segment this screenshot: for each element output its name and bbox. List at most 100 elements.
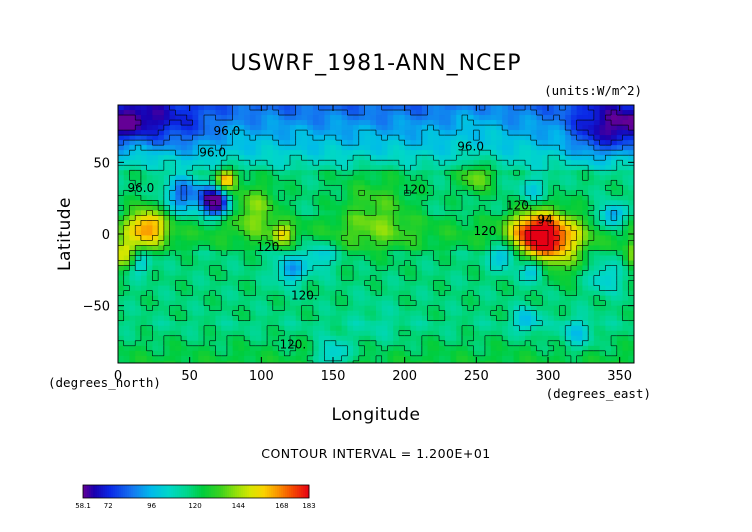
field-cell xyxy=(140,170,148,176)
field-cell xyxy=(484,140,492,146)
field-cell xyxy=(611,185,618,191)
field-cell xyxy=(582,325,589,332)
field-cell xyxy=(502,140,509,146)
field-cell xyxy=(502,150,509,156)
field-cell xyxy=(502,315,509,322)
field-cell xyxy=(341,155,348,161)
field-cell xyxy=(232,260,239,267)
field-cell xyxy=(238,105,245,111)
field-cell xyxy=(616,125,624,131)
field-cell xyxy=(301,115,308,121)
field-cell xyxy=(467,115,475,121)
field-cell xyxy=(358,125,366,131)
field-cell xyxy=(421,120,429,126)
field-cell xyxy=(439,155,446,161)
field-cell xyxy=(129,125,136,131)
field-cell xyxy=(152,290,159,297)
field-cell xyxy=(496,195,503,201)
field-cell xyxy=(335,115,343,121)
field-cell xyxy=(496,305,503,312)
field-cell xyxy=(599,300,606,307)
field-cell xyxy=(404,355,411,362)
field-cell xyxy=(209,175,217,181)
field-cell xyxy=(353,150,360,156)
field-cell xyxy=(238,245,245,252)
field-cell xyxy=(169,305,176,312)
field-cell xyxy=(341,135,348,141)
field-cell xyxy=(536,350,543,357)
field-cell xyxy=(513,225,520,232)
field-cell xyxy=(628,145,634,151)
field-cell xyxy=(186,270,194,277)
field-cell xyxy=(404,105,411,111)
field-cell xyxy=(588,195,595,201)
field-cell xyxy=(444,205,452,211)
field-cell xyxy=(163,340,171,347)
field-cell xyxy=(169,190,176,196)
field-cell xyxy=(226,240,234,247)
field-cell xyxy=(295,125,303,131)
field-cell xyxy=(301,140,308,146)
field-cell xyxy=(330,120,337,126)
field-cell xyxy=(582,220,589,226)
field-cell xyxy=(135,345,142,352)
field-cell xyxy=(226,360,234,363)
field-cell xyxy=(290,210,297,216)
field-cell xyxy=(462,195,469,201)
field-cell xyxy=(238,270,245,277)
field-cell xyxy=(559,205,566,211)
field-cell xyxy=(628,185,634,191)
field-cell xyxy=(450,300,457,307)
field-cell xyxy=(622,225,629,232)
field-cell xyxy=(158,270,165,277)
field-cell xyxy=(353,235,360,242)
field-cell xyxy=(152,310,159,317)
field-cell xyxy=(341,250,348,257)
field-cell xyxy=(341,340,348,347)
field-cell xyxy=(232,280,239,287)
field-cell xyxy=(444,270,452,277)
field-cell xyxy=(232,350,239,357)
field-cell xyxy=(295,215,303,221)
field-cell xyxy=(553,340,561,347)
field-cell xyxy=(484,150,492,156)
field-cell xyxy=(255,120,262,126)
field-cell xyxy=(226,155,234,161)
field-cell xyxy=(387,135,394,141)
field-cell xyxy=(570,325,578,332)
field-cell xyxy=(244,300,251,307)
field-cell xyxy=(204,130,211,136)
field-cell xyxy=(507,325,515,332)
field-cell xyxy=(238,155,245,161)
field-cell xyxy=(146,185,153,191)
field-cell xyxy=(410,320,417,327)
field-cell xyxy=(181,165,188,171)
field-cell xyxy=(404,195,411,201)
field-cell xyxy=(398,175,406,181)
field-cell xyxy=(226,340,234,347)
field-cell xyxy=(232,295,239,302)
field-cell xyxy=(244,155,251,161)
field-cell xyxy=(307,285,314,292)
field-cell xyxy=(364,110,371,116)
field-cell xyxy=(181,255,188,262)
field-cell xyxy=(496,280,503,287)
field-cell xyxy=(198,340,205,347)
field-cell xyxy=(507,105,515,111)
field-cell xyxy=(353,205,360,211)
field-cell xyxy=(559,275,566,282)
field-cell xyxy=(226,115,234,121)
field-cell xyxy=(249,105,257,111)
field-cell xyxy=(479,135,486,141)
field-cell xyxy=(444,345,452,352)
field-cell xyxy=(376,295,383,302)
field-cell xyxy=(163,225,171,232)
field-cell xyxy=(456,235,463,242)
field-cell xyxy=(570,315,578,322)
field-cell xyxy=(267,155,274,161)
field-cell xyxy=(232,155,239,161)
field-cell xyxy=(559,350,566,357)
field-cell xyxy=(192,230,199,237)
field-cell xyxy=(628,340,634,347)
field-cell xyxy=(221,300,228,307)
